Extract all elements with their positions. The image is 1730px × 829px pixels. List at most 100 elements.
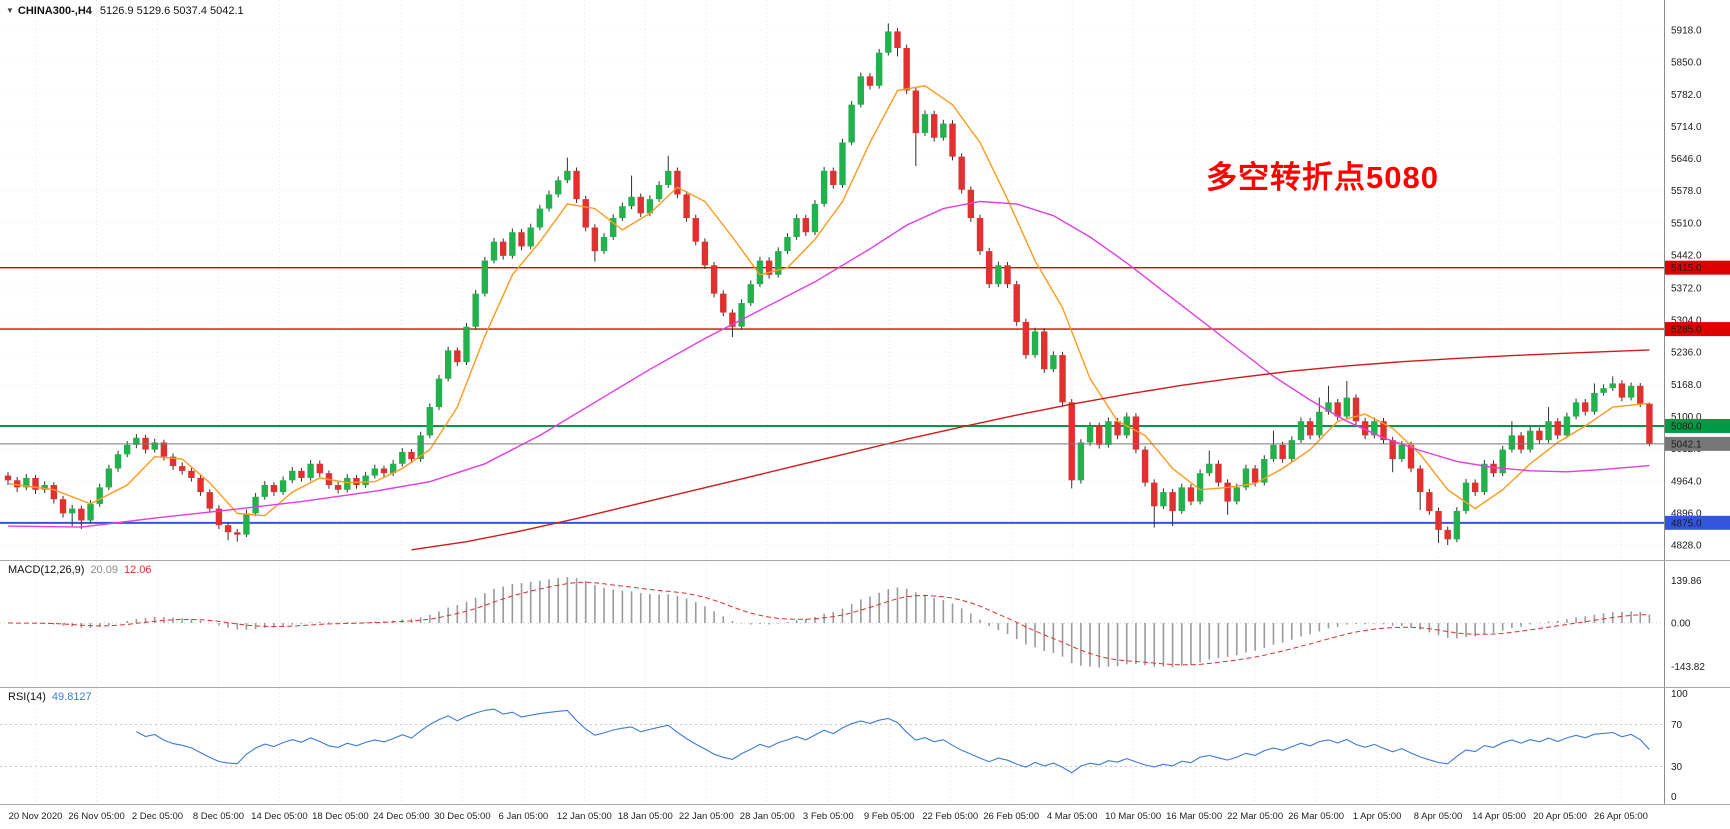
- candle-body: [665, 170, 672, 185]
- panel-separator[interactable]: [0, 560, 1730, 561]
- candle-body: [619, 206, 626, 219]
- candle-body: [930, 114, 938, 138]
- symbol-ohlc-header: ▼ CHINA300-,H4 5126.9 5129.6 5037.4 5042.1: [6, 5, 244, 17]
- rsi-axis[interactable]: 100 70 30 0: [1664, 688, 1730, 804]
- time-label: 14 Dec 05:00: [251, 811, 308, 822]
- macd-signal-value: 12.06: [123, 564, 152, 576]
- time-axis[interactable]: 20 Nov 2020 26 Nov 05:00 2 Dec 05:00 8 Dec …: [0, 805, 1730, 829]
- ma-mid-magenta: [7, 200, 1650, 528]
- chart-annotation: 多空转折点5080: [1206, 160, 1439, 195]
- price-axis-label: 4896.0: [1671, 508, 1702, 519]
- candle-body: [1572, 402, 1580, 417]
- panel-separator[interactable]: [0, 804, 1730, 805]
- macd-canvas[interactable]: 139.86 0.00 -143.82: [0, 561, 1730, 687]
- time-label: 8 Apr 05:00: [1413, 811, 1463, 822]
- candle-body: [13, 480, 21, 488]
- candle-body: [78, 508, 85, 521]
- candle-body: [1343, 397, 1351, 417]
- price-axis[interactable]: 5918.0 5850.0 5782.0 5714.0 5646.0 5578.0 5510…: [1664, 0, 1730, 560]
- candle-body: [454, 350, 461, 363]
- candle-body: [435, 378, 443, 408]
- candle-body: [151, 442, 158, 450]
- macd-axis-label: 139.86: [1671, 576, 1702, 587]
- candle-body: [1609, 383, 1616, 389]
- candle-body: [380, 468, 388, 474]
- candle-body: [1022, 322, 1030, 356]
- horizontal-level-lines: [0, 266, 1664, 524]
- candle-body: [775, 251, 782, 275]
- candle-body: [1013, 284, 1020, 323]
- price-axis-label: 5510.0: [1671, 218, 1702, 229]
- candle-body: [1545, 421, 1552, 441]
- candle-body: [655, 184, 663, 200]
- time-label: 30 Dec 05:00: [434, 811, 491, 822]
- macd-label: MACD(12,26,9) 20.09 12.06: [8, 564, 157, 576]
- candle-body: [1132, 416, 1140, 450]
- candle-body: [857, 76, 865, 105]
- panel-separator[interactable]: [0, 687, 1730, 688]
- candle-body: [729, 312, 736, 327]
- candle-body: [820, 170, 828, 204]
- price-axis-label: 5236.0: [1671, 348, 1702, 359]
- candle-body: [87, 503, 94, 521]
- time-label: 26 Mar 05:00: [1288, 811, 1345, 822]
- candle-body: [1050, 355, 1057, 370]
- candle-body: [215, 508, 223, 526]
- candle-body: [765, 260, 773, 275]
- time-label: 26 Feb 05:00: [983, 811, 1040, 822]
- candle-body: [1371, 421, 1378, 436]
- candle-body: [701, 241, 709, 266]
- time-label: 14 Apr 05:00: [1472, 811, 1526, 822]
- candle-body: [1141, 449, 1149, 483]
- price-axis-label: 5372.0: [1671, 283, 1702, 294]
- candle-body: [1251, 468, 1259, 483]
- rsi-canvas[interactable]: 100 70 30 0: [0, 688, 1730, 804]
- candle-body: [1206, 463, 1213, 474]
- time-label: 22 Mar 05:00: [1227, 811, 1284, 822]
- candle-body: [866, 76, 874, 86]
- price-chart-canvas[interactable]: 5918.0 5850.0 5782.0 5714.0 5646.0 5578.0 5510…: [0, 0, 1730, 560]
- candle-body: [1059, 355, 1066, 403]
- candle-body: [490, 241, 498, 261]
- candle-body: [188, 470, 195, 478]
- price-axis-label: 5782.0: [1671, 90, 1702, 101]
- candle-body: [747, 284, 754, 304]
- rsi-axis-label: 100: [1671, 689, 1688, 700]
- resistance-upper-badge: 5415.0: [1665, 260, 1730, 275]
- time-label: 9 Feb 05:00: [863, 811, 915, 822]
- macd-axis-label: 0.00: [1671, 619, 1691, 630]
- candle-body: [1306, 421, 1314, 436]
- candle-body: [160, 442, 168, 457]
- candle-body: [674, 170, 681, 195]
- candle-body: [206, 492, 213, 509]
- candle-body: [1600, 388, 1607, 393]
- candle-body: [903, 47, 910, 91]
- candle-body: [1646, 403, 1653, 444]
- candle-body: [1554, 421, 1561, 436]
- candle-body: [1279, 444, 1286, 460]
- candle-body: [1068, 402, 1075, 481]
- candle-body: [1077, 442, 1085, 481]
- candle-body: [885, 31, 892, 53]
- symbol-dropdown-icon[interactable]: ▼: [6, 6, 14, 15]
- time-label: 1 Apr 05:00: [1352, 811, 1402, 822]
- price-axis-label: 5100.0: [1671, 412, 1702, 423]
- macd-axis[interactable]: 139.86 0.00 -143.82: [1664, 561, 1730, 687]
- candle-body: [252, 496, 259, 514]
- candle-body: [756, 260, 764, 285]
- candle-body: [32, 477, 39, 490]
- time-label: 20 Apr 05:00: [1533, 811, 1587, 822]
- candle-body: [50, 485, 58, 500]
- candle-body: [169, 456, 177, 467]
- candle-body: [114, 454, 122, 469]
- main-price-panel: 5918.0 5850.0 5782.0 5714.0 5646.0 5578.0 5510…: [0, 0, 1730, 560]
- candle-body: [720, 293, 727, 313]
- resistance-lower-badge: 5285.0: [1665, 322, 1730, 337]
- svg-text:5042.1: 5042.1: [1671, 439, 1702, 450]
- candle-body: [564, 170, 571, 181]
- rsi-grid: [0, 688, 1664, 804]
- candle-body: [848, 104, 855, 143]
- ohlc-values: 5126.9 5129.6 5037.4 5042.1: [99, 5, 244, 17]
- candle-body: [316, 463, 323, 474]
